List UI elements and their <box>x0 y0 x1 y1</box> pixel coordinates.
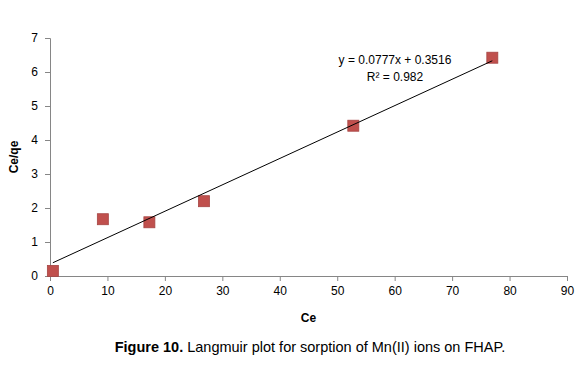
y-tick-label: 1 <box>31 235 38 249</box>
y-tick: 1 <box>31 235 50 249</box>
data-point <box>97 214 108 225</box>
x-tick-label: 0 <box>47 284 54 298</box>
x-tick-label: 80 <box>503 284 517 298</box>
x-tick-label: 40 <box>274 284 288 298</box>
x-tick-mark <box>280 276 281 281</box>
x-tick-mark <box>337 276 338 281</box>
x-tick-mark <box>222 276 223 281</box>
x-tick: 40 <box>274 276 288 298</box>
y-tick-mark <box>45 242 50 243</box>
y-tick-label: 2 <box>31 201 38 215</box>
x-tick: 20 <box>159 276 173 298</box>
data-point <box>198 196 209 207</box>
x-tick-label: 70 <box>446 284 460 298</box>
y-tick-mark <box>45 140 50 141</box>
chart-title: Figure 10. Langmuir plot for sorption of… <box>115 339 506 355</box>
y-tick: 3 <box>31 167 50 181</box>
y-tick-label: 0 <box>31 269 38 283</box>
x-tick-mark <box>452 276 453 281</box>
x-tick: 70 <box>446 276 460 298</box>
x-tick-mark <box>395 276 396 281</box>
y-tick-label: 5 <box>31 99 38 113</box>
y-axis: 0 1 2 3 4 5 6 7 <box>31 31 50 283</box>
x-tick-mark <box>165 276 166 281</box>
y-tick: 7 <box>31 31 50 45</box>
y-tick: 6 <box>31 65 50 79</box>
x-axis-line <box>51 277 568 282</box>
annotation: y = 0.0777x + 0.3516 <box>339 53 452 67</box>
y-tick: 5 <box>31 99 50 113</box>
x-tick: 90 <box>561 276 575 298</box>
annotation: R² = 0.982 <box>367 70 424 84</box>
x-tick-label: 50 <box>331 284 345 298</box>
x-tick-label: 30 <box>216 284 230 298</box>
y-axis-line <box>45 39 51 277</box>
x-tick: 60 <box>388 276 402 298</box>
x-tick: 0 <box>47 276 54 298</box>
y-tick-label: 6 <box>31 65 38 79</box>
data-point <box>487 52 498 63</box>
trend-line <box>53 61 492 263</box>
x-tick-label: 20 <box>159 284 173 298</box>
y-tick-mark <box>45 38 50 39</box>
y-tick-mark <box>45 208 50 209</box>
y-tick-label: 3 <box>31 167 38 181</box>
x-tick-label: 60 <box>388 284 402 298</box>
x-tick: 30 <box>216 276 230 298</box>
data-point <box>348 120 359 131</box>
x-tick: 80 <box>503 276 517 298</box>
y-tick-label: 4 <box>31 133 38 147</box>
y-tick: 2 <box>31 201 50 215</box>
x-tick: 50 <box>331 276 345 298</box>
x-tick-mark <box>567 276 568 281</box>
data-point <box>47 265 58 276</box>
chart: 0 10 20 30 40 50 60 70 80 90 0 1 2 3 4 5 6 7 Ce Ce/qe y = 0.… <box>0 0 587 369</box>
x-tick-label: 90 <box>561 284 575 298</box>
plot-area <box>47 52 497 276</box>
y-tick-label: 7 <box>31 31 38 45</box>
x-axis: 0 10 20 30 40 50 60 70 80 90 <box>47 276 574 298</box>
x-tick-label: 10 <box>101 284 115 298</box>
y-tick-mark <box>45 174 50 175</box>
y-tick-mark <box>45 106 50 107</box>
y-tick-mark <box>45 72 50 73</box>
x-tick-mark <box>510 276 511 281</box>
y-tick: 4 <box>31 133 50 147</box>
x-tick: 10 <box>101 276 115 298</box>
y-axis-title: Ce/qe <box>7 140 21 173</box>
x-tick-mark <box>107 276 108 281</box>
x-axis-title: Ce <box>301 311 317 325</box>
